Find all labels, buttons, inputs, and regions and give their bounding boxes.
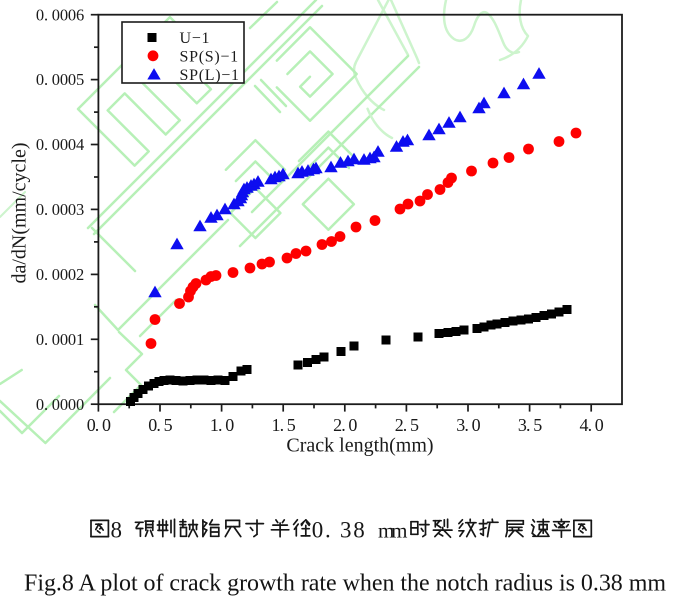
svg-text:Crack length(mm): Crack length(mm) (286, 435, 433, 457)
svg-text:0. 0002: 0. 0002 (36, 265, 84, 284)
svg-text:2. 0: 2. 0 (333, 415, 357, 435)
svg-text:1. 0: 1. 0 (210, 415, 234, 435)
svg-text:1. 5: 1. 5 (271, 415, 295, 435)
svg-text:0. 0005: 0. 0005 (36, 70, 84, 89)
svg-text:0. 0006: 0. 0006 (36, 5, 84, 24)
svg-text:2. 5: 2. 5 (395, 415, 419, 435)
svg-text:0. 0003: 0. 0003 (36, 200, 84, 219)
svg-text:3. 0: 3. 0 (456, 415, 480, 435)
svg-text:SP(S)−1: SP(S)−1 (180, 48, 239, 65)
svg-text:U−1: U−1 (180, 30, 211, 47)
svg-text:0. 0001: 0. 0001 (36, 330, 84, 349)
svg-text:0. 0004: 0. 0004 (36, 135, 84, 154)
svg-text:3. 5: 3. 5 (518, 415, 542, 435)
svg-text:4. 0: 4. 0 (579, 415, 603, 435)
svg-text:8: 8 (111, 518, 123, 543)
svg-text:0. 0000: 0. 0000 (36, 395, 84, 414)
svg-text:da/dN(mm/cycle): da/dN(mm/cycle) (9, 142, 31, 283)
svg-text:0. 5: 0. 5 (148, 415, 172, 435)
svg-text:0. 0: 0. 0 (87, 415, 111, 435)
svg-text:SP(L)−1: SP(L)−1 (180, 67, 240, 84)
svg-text:0. 38: 0. 38 (312, 518, 365, 543)
svg-text:mm: mm (378, 519, 408, 543)
svg-text:Fig.8 A plot of crack growth r: Fig.8 A plot of crack growth rate when t… (24, 571, 666, 597)
